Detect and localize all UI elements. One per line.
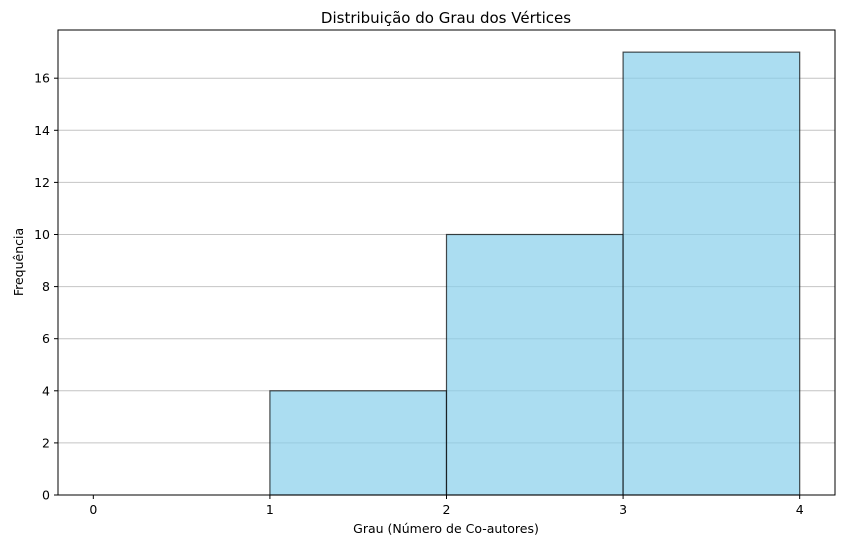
y-tick-label: 4 [42,383,50,398]
y-tick-label: 2 [42,435,50,450]
x-tick-label: 2 [443,502,451,517]
histogram-bar-1 [269,390,448,496]
x-axis-label: Grau (Número de Co-autores) [353,521,539,536]
y-axis-label: Frequência [11,228,26,296]
x-tick-label: 0 [89,502,97,517]
y-tick-label: 14 [34,123,50,138]
histogram-bar-2 [445,233,624,496]
x-tick-label: 3 [619,502,627,517]
x-tick-label: 4 [796,502,804,517]
x-tick-label: 1 [266,502,274,517]
histogram-bar-3 [622,51,801,496]
y-tick-label: 0 [42,488,50,503]
y-tick-label: 10 [34,227,50,242]
plot-frame [57,29,836,496]
y-tick-label: 16 [34,71,50,86]
y-tick-label: 6 [42,331,50,346]
chart-title: Distribuição do Grau dos Vértices [321,9,571,27]
histogram-bars [269,51,801,496]
y-tick-label: 8 [42,279,50,294]
y-tick-label: 12 [34,175,50,190]
